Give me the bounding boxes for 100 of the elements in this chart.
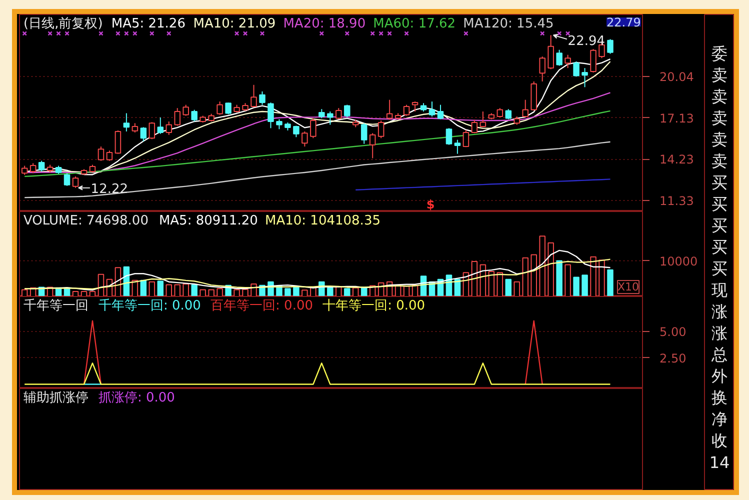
bar xyxy=(166,284,172,296)
candlestick xyxy=(123,112,130,132)
text: 买 xyxy=(712,173,728,192)
bar xyxy=(234,289,240,296)
annotation: 22.79 xyxy=(606,16,641,30)
text: MA10: 104108.35 xyxy=(265,214,380,228)
bar xyxy=(548,242,554,296)
bar xyxy=(352,287,359,296)
text: MA10: 21.09 xyxy=(193,16,276,32)
candlestick xyxy=(318,108,325,119)
y-tick-label: 17.13 xyxy=(660,111,694,126)
candlestick xyxy=(360,122,368,144)
candlestick xyxy=(166,120,172,136)
bar xyxy=(564,264,571,296)
candlestick xyxy=(72,176,79,188)
bar xyxy=(157,280,164,296)
text: 辅助抓涨停 xyxy=(24,390,88,406)
bar xyxy=(174,284,181,296)
line-series xyxy=(355,178,611,190)
candlestick xyxy=(21,165,28,176)
candlestick xyxy=(225,102,232,115)
candlestick xyxy=(446,128,452,146)
text: MA5: 21.26 xyxy=(111,16,186,32)
candlestick xyxy=(378,120,384,139)
bar xyxy=(522,257,528,296)
bar xyxy=(590,256,596,296)
text: X10 xyxy=(618,280,640,294)
bar xyxy=(607,269,614,296)
candlestick xyxy=(259,90,266,106)
bar xyxy=(140,280,147,296)
candlestick xyxy=(98,146,104,162)
bar xyxy=(488,271,495,296)
text: 现 xyxy=(712,280,728,300)
candlestick xyxy=(250,84,257,108)
text: 收 xyxy=(712,431,728,450)
bar xyxy=(284,288,291,296)
bar xyxy=(250,284,257,296)
text: 卖 xyxy=(712,87,728,106)
text: MA20: 18.90 xyxy=(283,16,366,32)
bar xyxy=(344,288,350,296)
text: 净 xyxy=(712,410,728,428)
candlestick xyxy=(114,130,122,154)
line-series xyxy=(24,141,611,198)
bar xyxy=(505,278,512,296)
bar xyxy=(242,288,248,296)
candlestick xyxy=(293,125,300,138)
text: 抓涨停: 0.00 xyxy=(98,390,175,406)
annotation: $ xyxy=(426,198,435,212)
candlestick xyxy=(522,99,528,118)
candlestick xyxy=(590,48,596,73)
candlestick xyxy=(607,38,614,54)
text: 总 xyxy=(710,345,728,364)
candlestick xyxy=(148,122,156,140)
candlestick xyxy=(454,139,461,154)
bar xyxy=(327,287,334,296)
candlestick xyxy=(140,126,147,142)
candlestick xyxy=(182,104,189,116)
candlestick xyxy=(64,172,70,186)
bar xyxy=(573,276,580,296)
text: 卖 xyxy=(712,108,728,128)
candlestick xyxy=(428,101,436,117)
bar xyxy=(556,260,562,296)
bar xyxy=(582,274,588,296)
chart-title: 千年等一回 xyxy=(24,298,88,314)
candlestick xyxy=(38,160,45,172)
bar xyxy=(148,281,156,296)
candlestick xyxy=(539,56,546,82)
chart-title: VOLUME: 74698.00 xyxy=(24,214,148,228)
annotation: 22.94 xyxy=(568,34,606,50)
candlestick xyxy=(310,118,316,139)
text: 买 xyxy=(712,216,728,235)
bar xyxy=(539,236,546,296)
candlestick xyxy=(191,109,198,122)
text: 外 xyxy=(712,366,728,386)
text: MA5: 80911.20 xyxy=(158,214,258,228)
text: 百年等一回: 0.00 xyxy=(210,298,314,314)
bar xyxy=(182,284,189,296)
bar xyxy=(80,291,88,296)
candlestick xyxy=(412,101,418,112)
text: 卖 xyxy=(712,66,728,84)
text: 卖 xyxy=(712,152,728,170)
candlestick xyxy=(548,34,554,70)
candlestick xyxy=(369,132,376,159)
text: 卖 xyxy=(712,130,728,149)
candlestick xyxy=(582,68,588,88)
text: 十年等一回: 0.00 xyxy=(322,298,426,314)
text: MA120: 15.45 xyxy=(463,16,554,32)
text: 买 xyxy=(712,194,728,214)
bar xyxy=(496,272,504,296)
bar xyxy=(89,291,96,296)
candlestick xyxy=(216,101,223,116)
bar xyxy=(530,254,537,296)
candlestick xyxy=(302,130,308,148)
y-tick-label: 2.50 xyxy=(660,351,686,366)
candlestick xyxy=(573,61,580,77)
bar xyxy=(191,284,198,296)
text: 涨 xyxy=(712,324,728,342)
bar xyxy=(302,290,308,296)
candlestick xyxy=(344,104,350,118)
y-tick-label: 5.00 xyxy=(660,324,686,339)
